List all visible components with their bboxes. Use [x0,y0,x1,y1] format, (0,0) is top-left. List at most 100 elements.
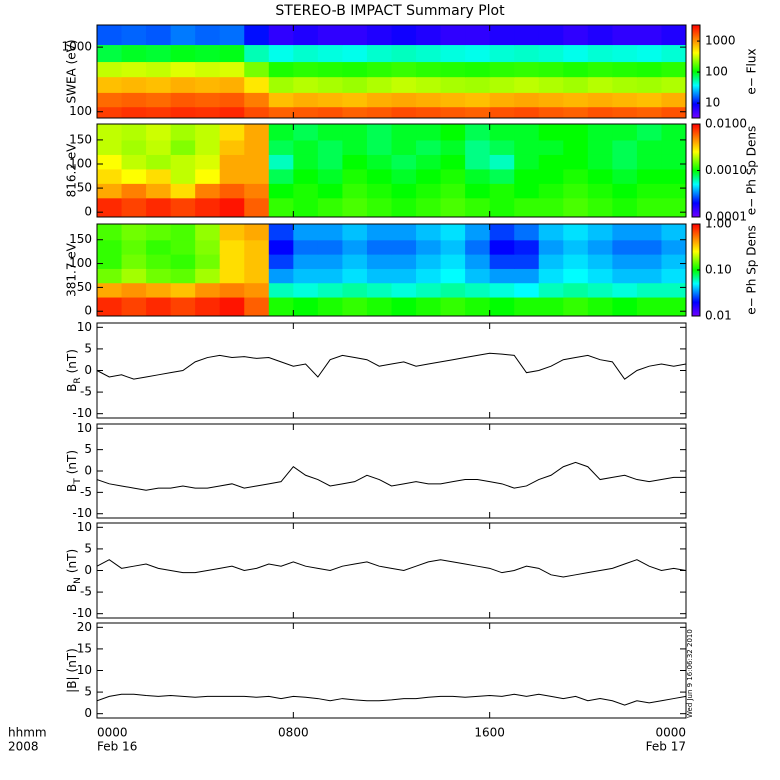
heatmap-cell [293,197,319,217]
heatmap-cell [121,282,147,298]
heatmap-cell [268,168,294,184]
heatmap-cell [661,124,686,141]
y-axis-label: 381.7 eV [65,242,79,297]
heatmap-cell [563,106,589,118]
heatmap-cell [342,268,368,284]
heatmap-cell [416,61,442,78]
heatmap-cell [538,296,564,316]
heatmap-cell [293,224,319,241]
heatmap-cell [538,224,564,241]
heatmap-cell [465,268,491,284]
heatmap-cell [465,106,491,118]
heatmap-cell [489,106,515,118]
data-line [97,559,686,578]
heatmap-cell [612,296,638,316]
heatmap-cell [440,139,466,155]
heatmap-cell [366,25,393,46]
heatmap-cell [612,44,638,63]
heatmap-cell [612,124,638,141]
heatmap-cell [317,268,344,284]
heatmap-cell [416,25,442,46]
heatmap-cell [244,124,270,141]
heatmap-cell [170,25,196,46]
heatmap-cell [612,239,638,255]
heatmap-cell [416,268,442,284]
heatmap-cell [514,61,540,78]
heatmap-cell [170,76,196,93]
y-tick-label: -5 [80,485,92,499]
heatmap-cell [146,139,172,155]
heatmap-cell [465,239,491,255]
colorbar-label: e− Flux [745,48,759,94]
heatmap-cell [440,239,466,255]
heatmap-cell [219,168,245,184]
heatmap-cell [170,106,196,118]
heatmap-cell [146,154,172,170]
heatmap-cell [416,92,442,108]
heatmap-cell [587,282,613,298]
heatmap-cell [465,92,491,108]
heatmap-cell [219,44,245,63]
y-tick-label: 5 [84,341,92,355]
heatmap-cell [244,92,270,108]
heatmap-cell [268,44,294,63]
heatmap-cell [391,239,417,255]
colorbar-label: e− Ph Sp Dens [745,225,759,314]
heatmap-cell [317,25,344,46]
heatmap-cell [391,44,417,63]
heatmap-cell [465,254,491,269]
y-tick-label: 0 [84,464,92,478]
panel: -10 -5 0 5 10 BN (nT) [65,520,687,620]
heatmap-cell [489,183,515,199]
heatmap-cell [587,92,613,108]
heatmap-cell [661,25,686,46]
heatmap-cell [342,61,368,78]
heatmap-cell [636,139,663,155]
panel-frame [96,322,687,419]
heatmap-cell [538,168,564,184]
heatmap-cell [268,254,294,269]
heatmap-cell [121,76,147,93]
heatmap-cell [465,183,491,199]
heatmap-cell [293,296,319,316]
heatmap-cell [661,296,686,316]
heatmap-cell [244,296,270,316]
y-tick-label: 1000 [61,40,92,54]
x-tick-label: 0000 [655,726,686,740]
heatmap-cell [268,224,294,241]
heatmap-cell [465,168,491,184]
heatmap-cell [636,106,663,118]
heatmap-cell [97,254,123,269]
colorbar-tick-label: 10 [705,96,720,110]
heatmap-cell [366,168,393,184]
heatmap-cell [391,25,417,46]
y-axis-label: SWEA (eV) [65,39,79,103]
heatmap-cell [366,268,393,284]
heatmap-cell [170,154,196,170]
heatmap-cell [636,92,663,108]
heatmap-cell [97,168,123,184]
heatmap-cell [465,296,491,316]
heatmap-cell [391,224,417,241]
heatmap-cell [661,282,686,298]
heatmap-cell [391,92,417,108]
heatmap-cell [416,197,442,217]
heatmap-cell [465,197,491,217]
heatmap-cell [440,254,466,269]
heatmap-cell [195,239,221,255]
y-label-unit: (nT) [65,450,79,474]
heatmap-cell [636,76,663,93]
heatmap-cell [121,139,147,155]
heatmap-cell [342,154,368,170]
heatmap-cell [636,254,663,269]
heatmap-cell [170,254,196,269]
heatmap-cell [563,254,589,269]
heatmap-cell [244,183,270,199]
heatmap-cell [514,168,540,184]
heatmap-cell [440,106,466,118]
heatmap-cell [219,197,245,217]
heatmap-cell [391,197,417,217]
heatmap-cell [244,76,270,93]
heatmap-cell [661,239,686,255]
